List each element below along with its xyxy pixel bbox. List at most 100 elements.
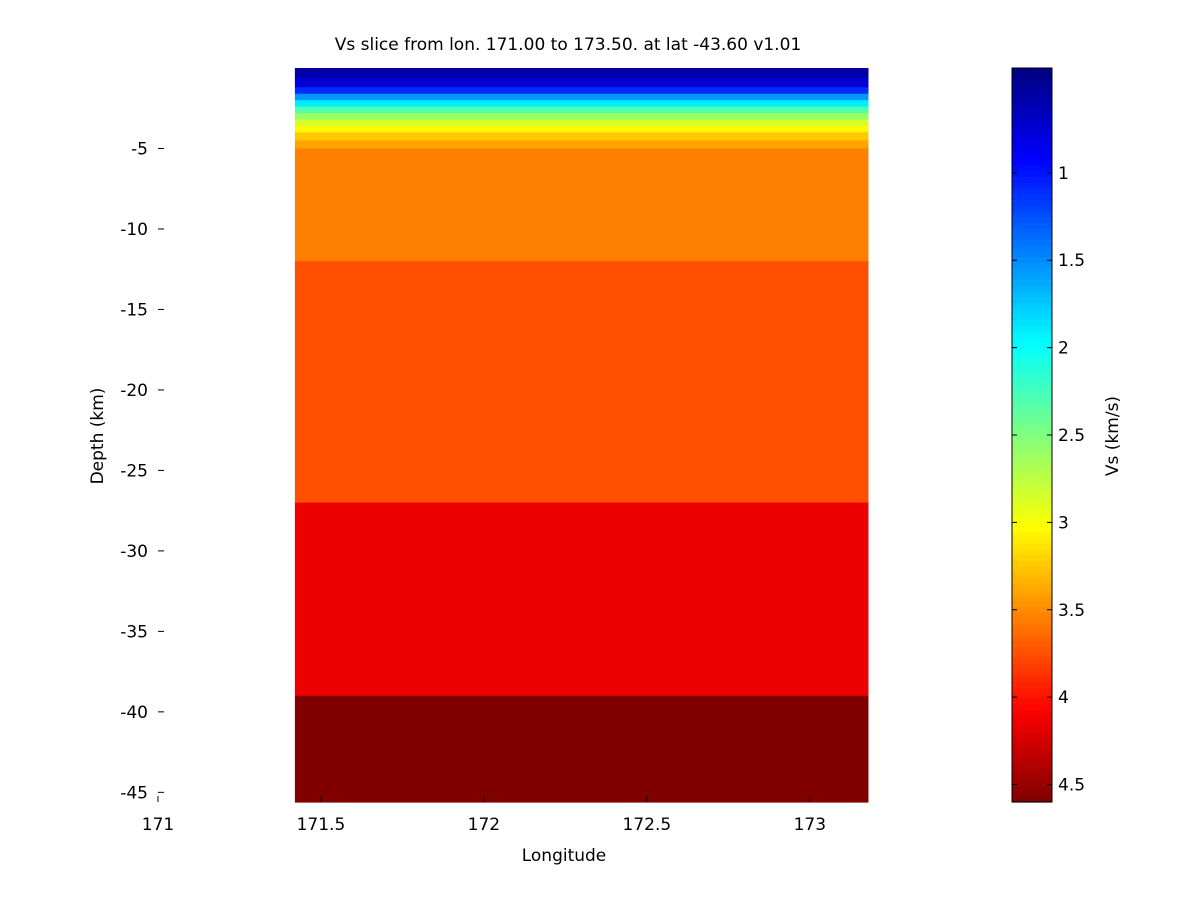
colorbar-band — [1012, 194, 1052, 201]
colorbar-band — [1012, 360, 1052, 367]
y-axis-label: Depth (km) — [88, 388, 108, 485]
colorbar-band — [1012, 245, 1052, 253]
colorbar-band — [1012, 205, 1052, 212]
layer-2 — [294, 87, 869, 95]
colorbar-band — [1012, 658, 1052, 665]
colorbar-tick-label-0: 1 — [1058, 164, 1069, 184]
x-tick-label-0: 171 — [142, 815, 174, 835]
y-axis-ticks: -5 -10 -15 -20 -25 -30 -35 -40 -45 — [120, 139, 164, 803]
x-tick-label-3: 172.5 — [623, 815, 672, 835]
colorbar-band — [1012, 291, 1052, 298]
colorbar-band — [1012, 73, 1052, 81]
x-tick-label-2: 172 — [468, 815, 500, 835]
colorbar-band — [1012, 234, 1052, 241]
colorbar-band — [1012, 635, 1052, 643]
layer-10 — [294, 140, 869, 150]
colorbar-band — [1012, 463, 1052, 471]
colorbar-band — [1012, 652, 1052, 660]
colorbar-band — [1012, 217, 1052, 224]
colorbar-band — [1012, 85, 1052, 92]
colorbar-band — [1012, 440, 1052, 448]
colorbar-band — [1012, 595, 1052, 602]
colorbar-band — [1012, 165, 1052, 172]
colorbar-band — [1012, 744, 1052, 751]
colorbar-band — [1012, 480, 1052, 488]
layer-4 — [294, 100, 869, 108]
x-tick-label-4: 173 — [794, 815, 826, 835]
colorbar-band — [1012, 176, 1052, 184]
colorbar-band — [1012, 796, 1052, 803]
colorbar-band — [1012, 790, 1052, 797]
colorbar-band — [1012, 773, 1052, 780]
colorbar-band — [1012, 738, 1052, 746]
colorbar-band — [1012, 337, 1052, 344]
colorbar-band — [1012, 509, 1052, 516]
colorbar-band — [1012, 159, 1052, 167]
colorbar-band — [1012, 693, 1052, 700]
colorbar-band — [1012, 371, 1052, 379]
colorbar-band — [1012, 715, 1052, 723]
colorbar-band — [1012, 779, 1052, 786]
colorbar-band — [1012, 314, 1052, 321]
colorbar-band — [1012, 532, 1052, 539]
colorbar-band — [1012, 756, 1052, 763]
colorbar-band — [1012, 727, 1052, 734]
colorbar-band — [1012, 136, 1052, 144]
layer-5 — [294, 106, 869, 114]
colorbar-band — [1012, 394, 1052, 402]
colorbar-band — [1012, 131, 1052, 138]
colorbar-band — [1012, 297, 1052, 304]
colorbar-band — [1012, 257, 1052, 264]
colorbar — [1011, 67, 1053, 803]
colorbar-band — [1012, 406, 1052, 413]
colorbar-band — [1012, 761, 1052, 769]
colorbar-band — [1012, 308, 1052, 316]
y-tick-label-8: -45 — [120, 783, 148, 803]
colorbar-band — [1012, 228, 1052, 235]
colorbar-band — [1012, 366, 1052, 373]
colorbar-band — [1012, 412, 1052, 419]
colorbar-band — [1012, 102, 1052, 109]
colorbar-band — [1012, 262, 1052, 270]
layer-8 — [294, 125, 869, 133]
layer-6 — [294, 113, 869, 121]
colorbar-band — [1012, 589, 1052, 597]
colorbar-band — [1012, 750, 1052, 757]
colorbar-band — [1012, 687, 1052, 694]
colorbar-band — [1012, 784, 1052, 792]
colorbar-band — [1012, 240, 1052, 247]
colorbar-band — [1012, 188, 1052, 195]
colorbar-band — [1012, 79, 1052, 86]
colorbar-band — [1012, 113, 1052, 121]
colorbar-band — [1012, 572, 1052, 579]
layer-12 — [294, 261, 869, 504]
colorbar-band — [1012, 400, 1052, 407]
colorbar-band — [1012, 108, 1052, 115]
colorbar-band — [1012, 251, 1052, 258]
chart-title: Vs slice from lon. 171.00 to 173.50. at … — [335, 35, 802, 55]
colorbar-band — [1012, 526, 1052, 534]
colorbar-band — [1012, 607, 1052, 614]
x-axis-label: Longitude — [522, 846, 607, 866]
colorbar-band — [1012, 733, 1052, 740]
colorbar-band — [1012, 389, 1052, 396]
y-tick-label-1: -10 — [120, 220, 148, 240]
colorbar-band — [1012, 90, 1052, 98]
colorbar-band — [1012, 618, 1052, 625]
colorbar-band — [1012, 211, 1052, 218]
colorbar-tick-label-2: 2 — [1058, 339, 1069, 359]
colorbar-tick-label-1: 1.5 — [1058, 251, 1085, 271]
layer-14 — [294, 695, 869, 803]
colorbar-band — [1012, 629, 1052, 637]
layer-0 — [294, 68, 869, 79]
colorbar-band — [1012, 503, 1052, 511]
layer-9 — [294, 132, 869, 142]
colorbar-band — [1012, 578, 1052, 585]
x-axis-ticks: 171 171.5 172 172.5 173 — [142, 796, 826, 835]
colorbar-band — [1012, 704, 1052, 711]
colorbar-band — [1012, 285, 1052, 293]
colorbar-band — [1012, 423, 1052, 430]
colorbar-band — [1012, 435, 1052, 442]
colorbar-tick-label-3: 2.5 — [1058, 426, 1085, 446]
